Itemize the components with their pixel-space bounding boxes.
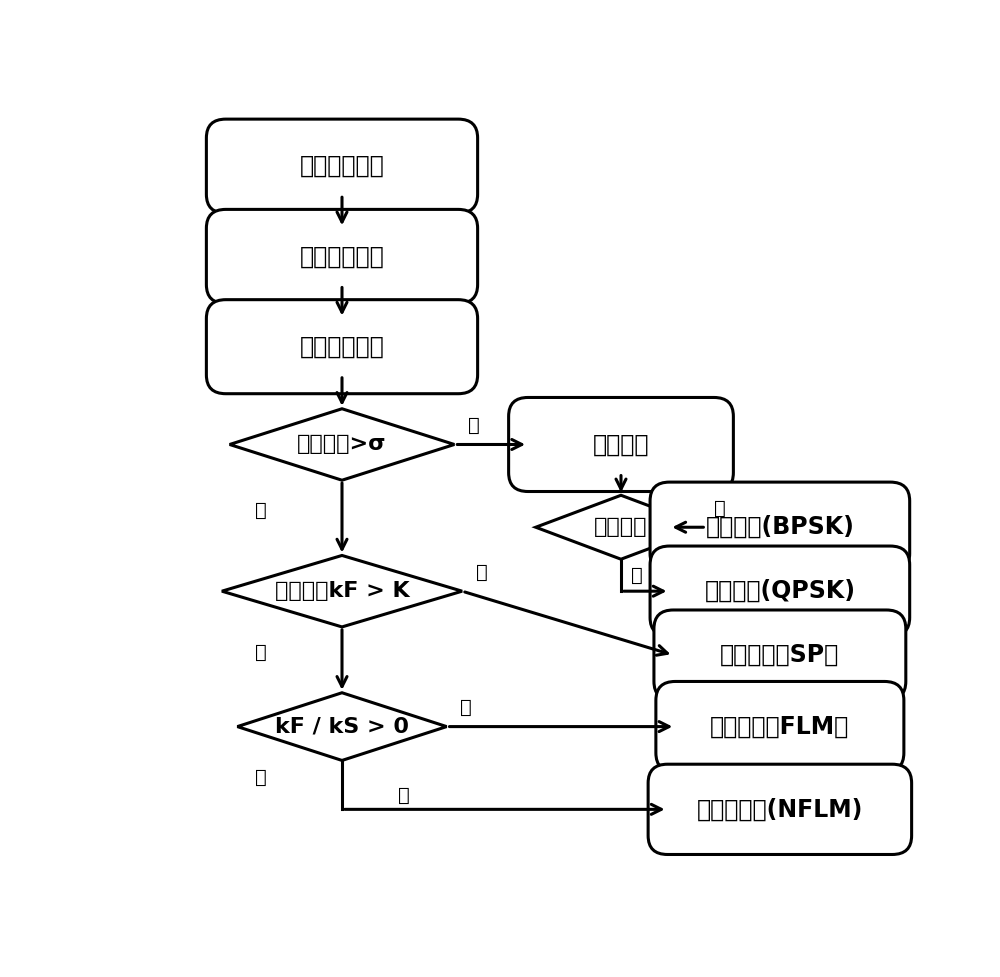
Text: 是: 是 (714, 499, 726, 518)
Text: 否: 否 (631, 566, 642, 584)
FancyBboxPatch shape (206, 119, 478, 213)
FancyBboxPatch shape (648, 764, 912, 855)
FancyBboxPatch shape (509, 398, 733, 491)
Polygon shape (230, 408, 454, 481)
Text: 拟合误差>σ: 拟合误差>σ (297, 435, 387, 454)
Text: 拟合斜率kF > K: 拟合斜率kF > K (275, 581, 409, 601)
Text: 二相编码(BPSK): 二相编码(BPSK) (705, 515, 854, 539)
Text: 否: 否 (255, 643, 266, 661)
Text: kF / kS > 0: kF / kS > 0 (275, 716, 409, 737)
Text: 否: 否 (255, 768, 266, 786)
Text: 是: 是 (398, 786, 410, 805)
FancyBboxPatch shape (206, 209, 478, 304)
Polygon shape (222, 556, 462, 627)
Text: 线性调频（FLM）: 线性调频（FLM） (710, 714, 850, 739)
FancyBboxPatch shape (650, 546, 910, 636)
FancyBboxPatch shape (206, 300, 478, 394)
Polygon shape (536, 495, 706, 559)
Text: 单频脉冲（SP）: 单频脉冲（SP） (720, 643, 840, 667)
Text: 是: 是 (460, 699, 472, 717)
Text: 瞬时频率估计: 瞬时频率估计 (300, 244, 384, 269)
Text: 待处理的数据: 待处理的数据 (300, 154, 384, 178)
Text: 单一谱峰: 单一谱峰 (594, 517, 648, 537)
Text: 是: 是 (476, 563, 487, 582)
FancyBboxPatch shape (650, 482, 910, 573)
Text: 信号平方: 信号平方 (593, 433, 649, 456)
Text: 四相编码(QPSK): 四相编码(QPSK) (704, 579, 855, 603)
Text: 非线性调频(NFLM): 非线性调频(NFLM) (697, 797, 863, 822)
Text: 否: 否 (255, 501, 266, 520)
FancyBboxPatch shape (656, 682, 904, 772)
Polygon shape (237, 693, 447, 760)
Text: 最小二乘拟合: 最小二乘拟合 (300, 335, 384, 359)
Text: 是: 是 (468, 416, 480, 435)
FancyBboxPatch shape (654, 610, 906, 701)
